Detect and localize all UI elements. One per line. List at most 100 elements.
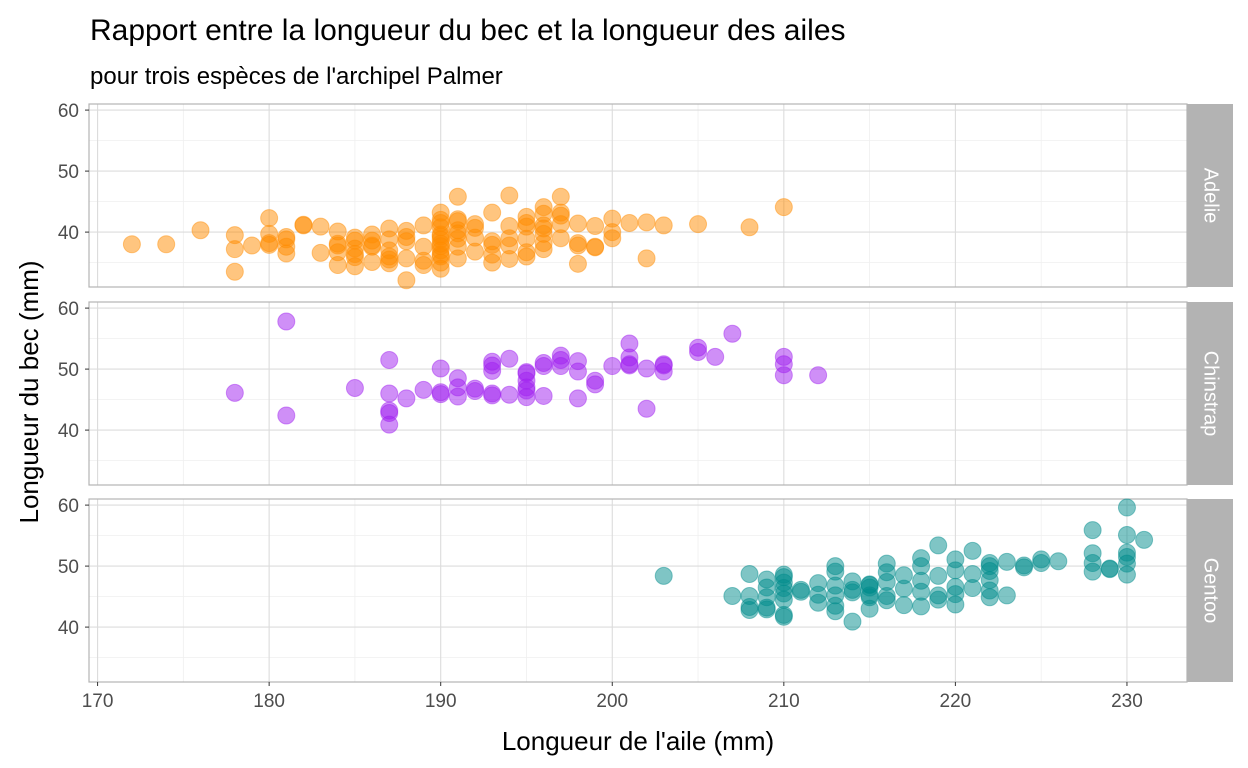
strip-background xyxy=(1187,302,1233,485)
data-point xyxy=(225,383,244,402)
data-point xyxy=(517,364,536,383)
data-point xyxy=(620,213,639,232)
data-point xyxy=(517,247,536,266)
data-point xyxy=(277,227,296,246)
data-point xyxy=(1117,498,1136,517)
data-point xyxy=(448,378,467,397)
data-point xyxy=(311,217,330,236)
data-point xyxy=(483,245,502,264)
data-point xyxy=(894,596,913,615)
data-point xyxy=(397,221,416,240)
data-point xyxy=(122,235,141,254)
data-point xyxy=(963,579,982,598)
x-axis-title: Longueur de l'aile (mm) xyxy=(502,726,774,756)
data-point xyxy=(466,215,485,234)
y-tick-label: 60 xyxy=(58,101,79,122)
panel-border xyxy=(88,301,1188,486)
data-point xyxy=(466,379,485,398)
series-adelie xyxy=(122,186,793,290)
strip-label: Chinstrap xyxy=(1200,351,1222,437)
data-point xyxy=(586,217,605,235)
data-point xyxy=(929,590,948,609)
data-point xyxy=(568,214,587,233)
data-point xyxy=(723,586,742,605)
data-point xyxy=(431,359,450,378)
data-point xyxy=(740,586,759,605)
data-point xyxy=(397,271,416,290)
data-point xyxy=(225,240,244,259)
data-point xyxy=(500,186,519,205)
data-point xyxy=(260,235,279,254)
data-point xyxy=(328,256,347,275)
data-point xyxy=(157,235,176,254)
facet-panel-adelie: 40 50 60 Adelie xyxy=(58,101,1233,290)
data-point xyxy=(654,566,673,585)
data-point xyxy=(774,607,793,626)
data-point xyxy=(534,386,553,405)
data-point xyxy=(225,262,244,281)
data-point xyxy=(517,388,536,407)
data-point xyxy=(568,254,587,273)
data-point xyxy=(929,536,948,555)
data-point xyxy=(1083,521,1102,540)
data-point xyxy=(431,385,450,404)
data-point xyxy=(689,343,708,362)
data-point xyxy=(946,595,965,614)
data-point xyxy=(1032,554,1051,573)
data-point xyxy=(877,591,896,610)
x-tick-label: 210 xyxy=(768,691,800,712)
facet-panels: 40 50 60 Adelie 40 50 60 Chinstrap 40 50 60 Gentoo xyxy=(58,101,1233,683)
data-point xyxy=(397,389,416,408)
data-point xyxy=(568,362,587,381)
data-point xyxy=(809,593,828,612)
data-point xyxy=(431,203,450,222)
data-point xyxy=(448,249,467,268)
data-point xyxy=(311,243,330,262)
panel-border xyxy=(88,498,1188,683)
x-axis: 170 180 190 200 210 220 230 xyxy=(82,682,1143,712)
y-tick-label: 50 xyxy=(58,360,79,381)
data-point xyxy=(568,236,587,255)
data-point xyxy=(740,218,759,237)
data-point xyxy=(1117,525,1136,544)
data-point xyxy=(363,237,382,256)
data-point xyxy=(260,209,279,228)
data-point xyxy=(774,573,793,592)
data-point xyxy=(568,389,587,408)
data-point xyxy=(380,350,399,369)
y-tick-label: 50 xyxy=(58,162,79,183)
x-tick-label: 190 xyxy=(425,691,457,712)
data-point xyxy=(620,355,639,374)
data-point xyxy=(380,384,399,403)
data-point xyxy=(706,347,725,366)
data-point xyxy=(483,386,502,405)
data-point xyxy=(654,216,673,235)
data-point xyxy=(740,565,759,584)
facet-strip-gentoo: Gentoo xyxy=(1187,499,1233,682)
data-point xyxy=(894,579,913,598)
chart-subtitle: pour trois espèces de l'archipel Palmer xyxy=(90,63,503,90)
data-point xyxy=(345,379,364,398)
data-point xyxy=(1100,559,1119,578)
data-point xyxy=(483,203,502,222)
x-tick-label: 180 xyxy=(253,691,285,712)
facet-strip-adelie: Adelie xyxy=(1187,104,1233,287)
y-axis-title: Longueur du bec (mm) xyxy=(14,260,44,523)
data-point xyxy=(997,586,1016,605)
facet-panel-gentoo: 40 50 60 Gentoo xyxy=(58,496,1233,683)
y-tick-label: 60 xyxy=(58,496,79,517)
data-point xyxy=(637,399,656,418)
data-point xyxy=(448,224,467,243)
data-point xyxy=(500,229,519,248)
data-point xyxy=(397,249,416,268)
data-point xyxy=(929,566,948,585)
data-point xyxy=(774,366,793,385)
data-point xyxy=(586,375,605,394)
data-point xyxy=(431,259,450,278)
data-point xyxy=(603,357,622,376)
data-point xyxy=(637,213,656,232)
data-point xyxy=(500,349,519,368)
data-point xyxy=(380,230,399,249)
data-point xyxy=(757,600,776,619)
